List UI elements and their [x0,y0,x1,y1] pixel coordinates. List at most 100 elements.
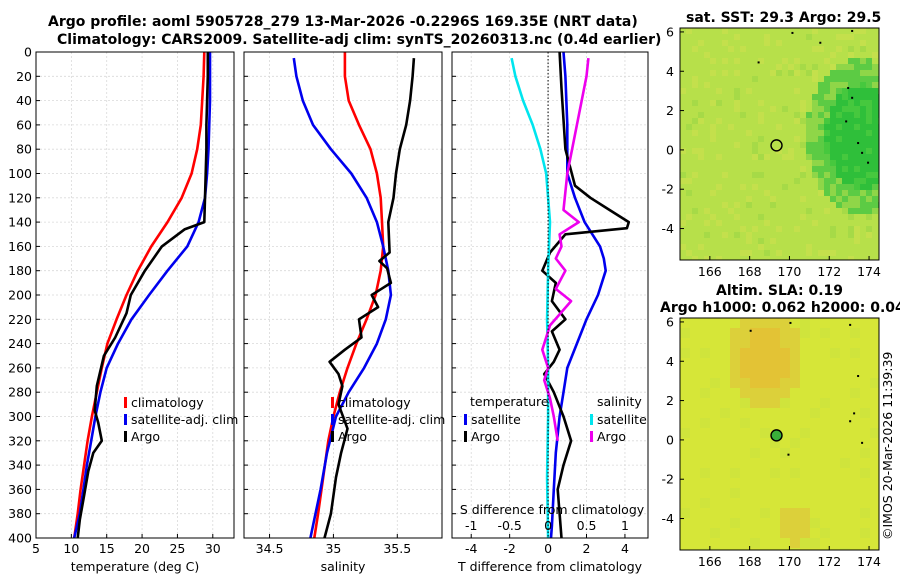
sla-map-cell [770,398,780,408]
sst-map-cell [812,130,818,136]
sla-map-cell [790,468,800,478]
sst-map-cell [854,238,860,244]
sla-map-subtitle: Argo h1000: 0.062 h2000: 0.043 [660,300,900,316]
sst-map-cell [842,76,848,82]
sst-map-cell [872,112,878,118]
sla-map-coast-speck [861,441,864,444]
sst-map-cell [710,214,716,220]
sst-map-cell [848,166,854,172]
sst-map-cell [716,118,722,124]
temperature-panel: 5 10 15 20 25 3002040608010012014016018020022… [8,45,235,574]
sst-map-cell [830,226,836,232]
sst-map-cell [812,124,818,130]
salinity-legend-argo-label: Argo [338,429,367,444]
salinity-diff-tick-label: -0.5 [497,518,521,533]
sla-map-cell [770,328,780,338]
sla-map-cell [700,388,710,398]
sst-map-cell [848,136,854,142]
sla-map-cell [700,548,710,550]
sst-map-coast-speck [867,161,870,164]
sst-map-ytick-label: -4 [662,221,675,236]
difference-xtick-label: -4 [465,541,478,556]
sst-map-cell [848,208,854,214]
sst-map-cell [818,46,824,52]
sst-map-cell [830,154,836,160]
sla-map-cell [770,348,780,358]
sla-map-cell [790,368,800,378]
sst-map-cell [854,70,860,76]
depth-tick-label: 0 [24,45,32,60]
sla-map-cell [760,388,770,398]
sla-map-cell [770,338,780,348]
sst-map-cell [854,232,860,238]
sst-map-cell [854,184,860,190]
depth-tick-label: 340 [8,458,32,473]
sst-map-cell [872,52,878,58]
sst-map-cell [848,52,854,58]
sla-map-cell [770,438,780,448]
sst-map-cell [722,202,728,208]
sst-map-cell [872,172,878,178]
temperature-legend-climatology-label: climatology [131,395,204,410]
sst-map-cell [830,118,836,124]
sst-map-cell [860,118,866,124]
difference-xtick-label: 0 [544,541,552,556]
sst-map-cell [764,220,770,226]
sst-map-cell [710,190,716,196]
sst-map-cell [854,94,860,100]
sst-map-cell [860,82,866,88]
sst-map-cell [782,58,788,64]
sst-map-cell [848,202,854,208]
sst-map-cell [842,142,848,148]
sst-map-cell [830,100,836,106]
sst-map-cell [680,148,686,154]
sst-map-cell [698,118,704,124]
sst-map-cell [836,136,842,142]
sla-map-coast-speck [853,412,856,415]
sst-map-cell [836,142,842,148]
sst-map-cell [866,112,872,118]
sst-map-cell [824,106,830,112]
sst-map-cell [848,124,854,130]
sst-map-cell [812,94,818,100]
sla-map-cell [730,378,740,388]
sst-map-cell [740,46,746,52]
sst-map-cell [812,220,818,226]
sst-map-xtick-label: 170 [778,264,802,279]
sla-map-xtick-label: 170 [778,554,802,569]
sla-map-ytick-label: -2 [662,472,674,487]
sla-map-cell [770,388,780,398]
sst-map-cell [758,100,764,106]
sst-map-cell [860,124,866,130]
sst-map-cell [836,34,842,40]
sst-map-cell [842,154,848,160]
sst-map-cell [752,184,758,190]
sla-map-cell [760,398,770,408]
sst-map-cell [728,124,734,130]
sla-map-cell [800,328,810,338]
sst-map-cell [692,82,698,88]
difference-xtick-label: 4 [621,541,629,556]
sst-map-ytick-label: 0 [666,142,674,157]
sst-map-cell [800,142,806,148]
sst-map-cell [842,184,848,190]
sst-map-cell [848,232,854,238]
sst-map-cell [848,226,854,232]
sst-map-cell [848,64,854,70]
sst-map-cell [686,190,692,196]
sst-map-cell [854,64,860,70]
sst-map-cell [818,106,824,112]
sst-map-cell [836,178,842,184]
sst-map-cell [872,118,878,124]
sla-map-cell [790,538,800,548]
sst-map-cell [872,154,878,160]
sla-map-cell [760,358,770,368]
difference-legend-s-satellite-swatch [590,414,593,425]
sla-map-cell [730,518,740,528]
salinity-legend-satellite-swatch [331,414,334,425]
sst-map-cell [860,166,866,172]
figure-title-line2: Climatology: CARS2009. Satellite-adj cli… [57,32,662,48]
temperature-xlabel: temperature (deg C) [71,559,200,574]
depth-tick-label: 140 [8,215,32,230]
sst-map-cell [848,100,854,106]
